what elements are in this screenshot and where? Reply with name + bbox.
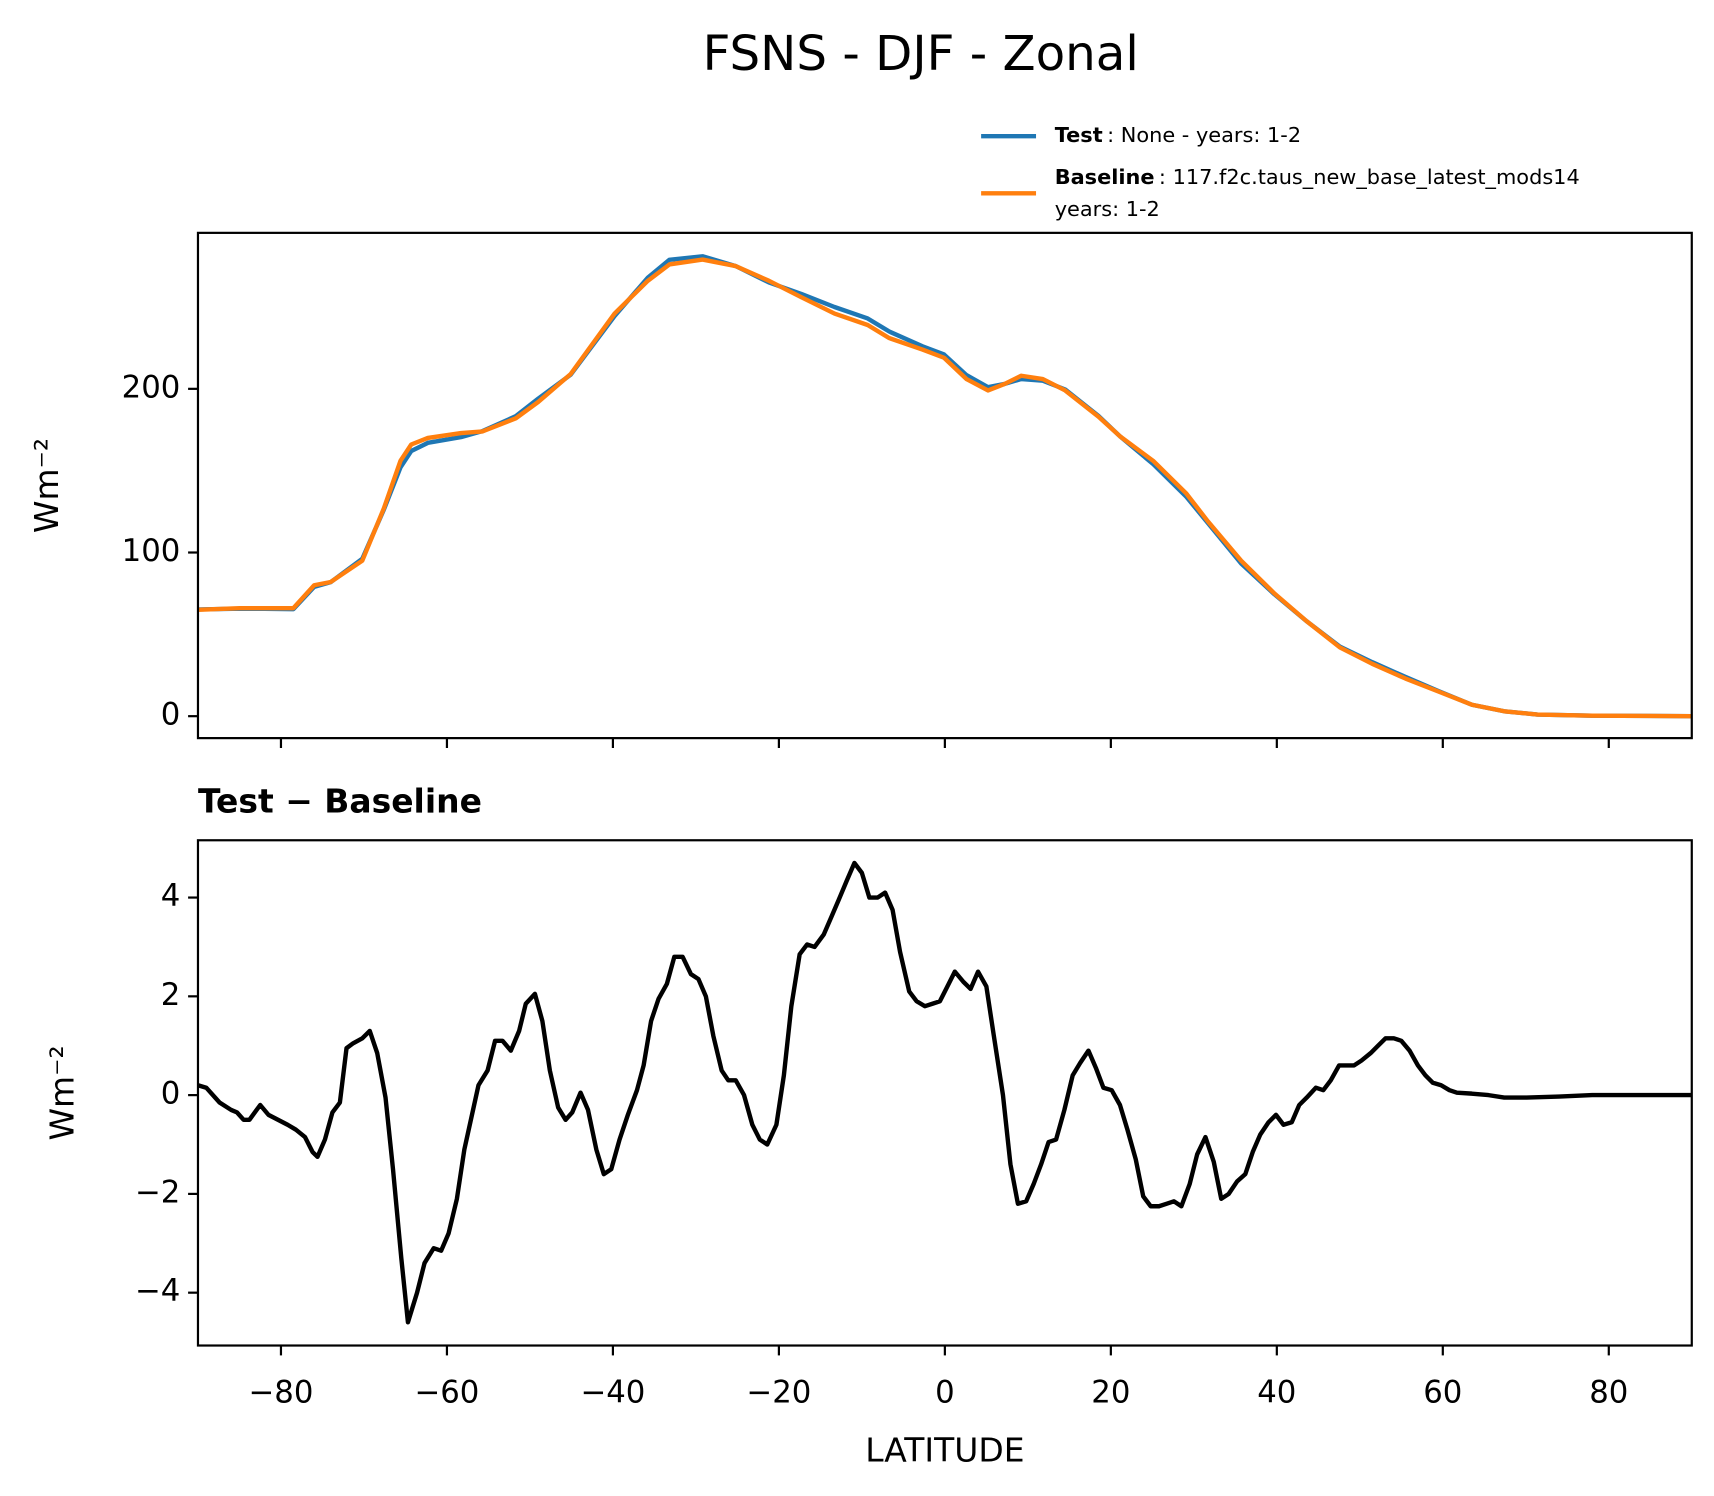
legend-name: Baseline (1055, 165, 1155, 189)
y-tick-label: −4 (135, 1273, 180, 1309)
y-tick-label: 4 (161, 878, 181, 914)
legend-entry: Baseline: 117.f2c.taus_new_base_latest_m… (1055, 165, 1580, 190)
x-tick-label: −40 (580, 1374, 645, 1410)
x-tick-label: −80 (249, 1374, 314, 1410)
x-tick-label: 20 (1091, 1374, 1130, 1410)
legend-label: : 117.f2c.taus_new_base_latest_mods14 (1159, 165, 1580, 190)
x-tick-label: 80 (1589, 1374, 1628, 1410)
x-tick-label: −60 (414, 1374, 479, 1410)
y-axis-label: Wm⁻² (27, 438, 66, 533)
legend-entry: Test: None - years: 1-2 (1055, 123, 1301, 147)
panel-title: Test − Baseline (198, 781, 482, 820)
legend-label: : None - years: 1-2 (1107, 123, 1301, 147)
x-tick-label: 40 (1257, 1374, 1296, 1410)
y-tick-label: 0 (161, 1076, 181, 1112)
y-tick-label: 0 (161, 697, 181, 733)
chart-title: FSNS - DJF - Zonal (703, 26, 1139, 82)
data-line (197, 860, 1691, 1325)
y-tick-label: 2 (161, 977, 181, 1013)
legend-name: Test (1055, 123, 1103, 147)
y-tick-label: 100 (122, 533, 181, 569)
y-tick-label: −2 (135, 1174, 180, 1210)
data-line (197, 257, 1692, 719)
y-tick-label: 200 (122, 369, 181, 405)
x-axis-label: LATITUDE (865, 1431, 1024, 1470)
x-tick-label: 0 (935, 1374, 955, 1410)
x-tick-label: −20 (746, 1374, 811, 1410)
y-axis-label: Wm⁻² (42, 1045, 81, 1140)
x-tick-label: 60 (1423, 1374, 1462, 1410)
legend-label: years: 1-2 (1055, 197, 1160, 221)
